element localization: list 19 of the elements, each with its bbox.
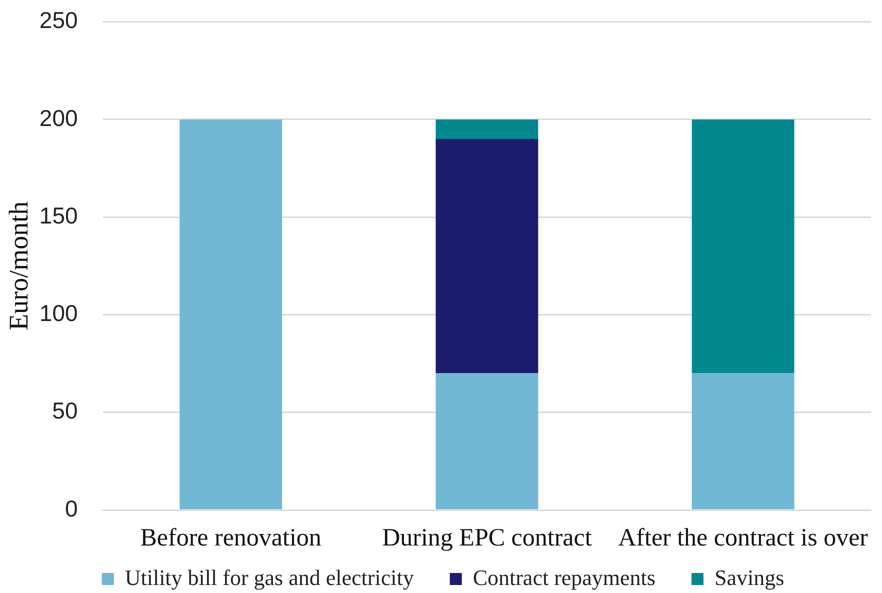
y-tick-label: 250 <box>39 7 78 34</box>
y-tick-label: 150 <box>39 202 78 228</box>
bar <box>692 373 794 510</box>
y-tick-label: 0 <box>64 495 78 522</box>
bar <box>180 119 282 510</box>
y-tick-label: 50 <box>52 398 78 424</box>
x-tick-label: During EPC contract <box>382 524 592 552</box>
y-tick-label: 100 <box>39 300 78 326</box>
bar <box>692 119 794 374</box>
bar <box>436 119 538 139</box>
x-tick-label: After the contract is over <box>618 524 869 552</box>
y-tick-label: 200 <box>39 104 78 131</box>
bar <box>436 373 538 510</box>
bar <box>436 138 538 374</box>
legend-label: Utility bill for gas and electricity <box>124 564 414 590</box>
legend-label: Savings <box>714 564 784 590</box>
legend-label: Contract repayments <box>472 564 656 590</box>
y-axis-title: Euro/month <box>3 200 34 330</box>
x-tick-label: Before renovation <box>140 524 322 552</box>
